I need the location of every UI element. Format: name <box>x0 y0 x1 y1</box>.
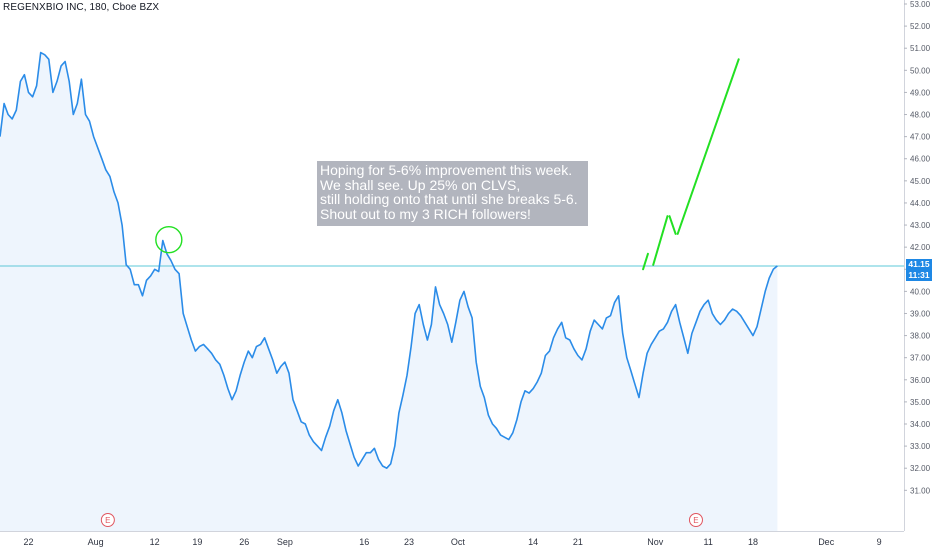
y-tick-label: 52.00 <box>910 22 931 31</box>
time-axis[interactable]: 22 Aug 12 19 26 Sep 16 23 Oct 14 21 Nov 11 18 Dec 9 <box>23 537 881 547</box>
x-tick-label: 12 <box>150 537 160 547</box>
x-tick-label: Oct <box>451 537 466 547</box>
chart-title: REGENXBIO INC, 180, Cboe BZX <box>3 2 160 13</box>
projection-segment <box>668 215 677 235</box>
price-series-line <box>0 51 778 470</box>
x-tick-label: 21 <box>573 537 583 547</box>
y-tick-label: 32.00 <box>910 464 931 473</box>
x-tick-label: 16 <box>359 537 369 547</box>
x-tick-label: Sep <box>277 537 293 547</box>
y-tick-label: 37.00 <box>910 354 931 363</box>
y-tick-label: 50.00 <box>910 66 931 75</box>
price-area-fill <box>0 52 778 531</box>
y-tick-label: 44.00 <box>910 199 931 208</box>
earnings-marker[interactable] <box>688 513 703 527</box>
x-tick-label: 26 <box>239 537 249 547</box>
earnings-marker[interactable] <box>100 513 115 527</box>
y-tick-label: 42.00 <box>910 243 931 252</box>
y-tick-label: 47.00 <box>910 133 931 142</box>
y-tick-label: 40.00 <box>910 287 931 296</box>
earnings-marker-label: E <box>105 516 110 525</box>
y-tick-label: 36.00 <box>910 376 931 385</box>
y-tick-label: 51.00 <box>910 44 931 53</box>
y-tick-label: 33.00 <box>910 442 931 451</box>
price-axis[interactable]: 31.00 32.00 33.00 34.00 35.00 36.00 37.00 38.00… <box>904 0 931 495</box>
x-tick-label: Aug <box>88 537 104 547</box>
y-tick-label: 34.00 <box>910 420 931 429</box>
y-tick-label: 48.00 <box>910 111 931 120</box>
x-tick-label: 23 <box>404 537 414 547</box>
y-tick-label: 53.00 <box>910 0 931 9</box>
x-tick-label: Nov <box>647 537 664 547</box>
y-tick-label: 38.00 <box>910 332 931 341</box>
y-tick-label: 39.00 <box>910 309 931 318</box>
x-tick-label: Dec <box>818 537 835 547</box>
bar-countdown-badge: 11:31 <box>906 269 932 281</box>
y-tick-label: 46.00 <box>910 155 931 164</box>
x-tick-label: 14 <box>528 537 538 547</box>
text-annotation[interactable]: Hoping for 5-6% improvement this week. W… <box>317 161 588 226</box>
projection-segment <box>642 252 649 271</box>
y-tick-label: 45.00 <box>910 177 931 186</box>
y-tick-label: 31.00 <box>910 486 931 495</box>
x-tick-label: 9 <box>877 537 882 547</box>
y-tick-label: 49.00 <box>910 88 931 97</box>
last-price-badge: 41.15 <box>906 258 932 270</box>
x-tick-label: 22 <box>23 537 33 547</box>
x-tick-label: 19 <box>192 537 202 547</box>
projection-segment <box>676 58 740 235</box>
x-tick-label: 18 <box>748 537 758 547</box>
x-tick-label: 11 <box>704 537 713 547</box>
earnings-marker-label: E <box>693 516 698 525</box>
projection-segment <box>652 215 669 266</box>
y-tick-label: 43.00 <box>910 221 931 230</box>
highlight-circle <box>155 226 183 254</box>
y-tick-label: 35.00 <box>910 398 931 407</box>
projection-lines <box>642 58 740 271</box>
